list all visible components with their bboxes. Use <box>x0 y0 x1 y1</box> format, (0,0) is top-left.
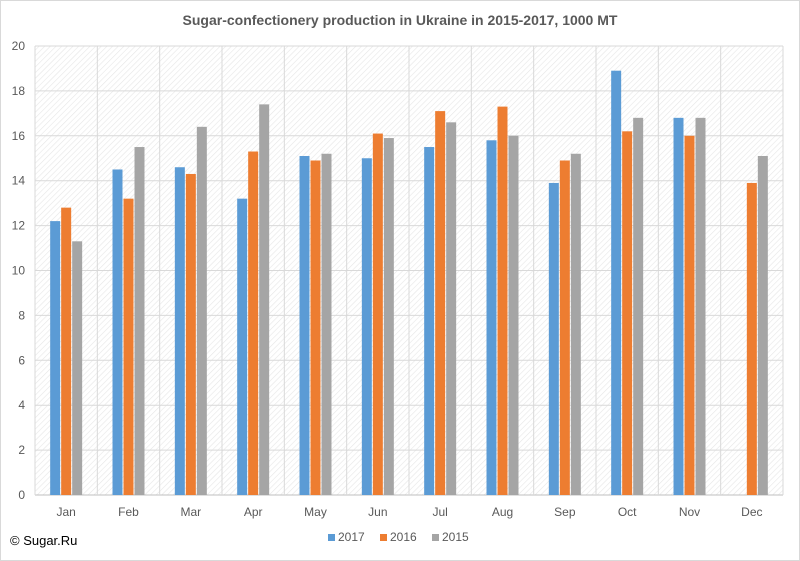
bar-2015-dec <box>757 156 768 495</box>
legend-label: 2017 <box>338 530 365 544</box>
bar-2016-dec <box>746 182 757 495</box>
y-tick-label: 6 <box>18 353 25 367</box>
legend-label: 2015 <box>442 530 469 544</box>
tick-labels: 0 2 4 6 8 10 12 14 16 18 20 Jan Feb Mar Apr May Jun Jul Au… <box>12 39 763 519</box>
legend-label: 2016 <box>390 530 417 544</box>
legend-swatch <box>432 534 439 541</box>
bar-2015-jul <box>446 122 457 495</box>
bar-2017-mar <box>174 167 185 496</box>
bar-2015-apr <box>259 104 270 496</box>
x-tick-label: Apr <box>244 505 263 519</box>
x-tick-label: Feb <box>118 505 139 519</box>
bar-2017-feb <box>112 169 123 495</box>
x-tick-label: Jul <box>432 505 447 519</box>
x-tick-label: May <box>304 505 327 519</box>
bar-2015-jan <box>72 241 83 495</box>
bar-2015-aug <box>508 135 519 496</box>
bar-2016-mar <box>185 173 196 495</box>
bar-2015-sep <box>570 153 581 495</box>
bar-2015-mar <box>196 126 207 495</box>
x-tick-label: Mar <box>180 505 201 519</box>
y-tick-label: 2 <box>18 443 25 457</box>
bar-2016-sep <box>559 160 570 495</box>
copyright-text: © Sugar.Ru <box>10 533 78 548</box>
bar-2016-apr <box>248 151 259 495</box>
y-tick-label: 8 <box>18 308 25 322</box>
legend: 2017 2016 2015 <box>328 530 469 544</box>
bar-2017-apr <box>237 198 248 495</box>
bar-2015-may <box>321 153 332 495</box>
bar-2015-oct <box>633 117 644 495</box>
y-tick-label: 10 <box>12 264 26 278</box>
bars <box>50 70 768 496</box>
bar-2015-jun <box>383 138 394 496</box>
bar-2017-sep <box>548 182 559 495</box>
bar-2015-feb <box>134 147 145 495</box>
bar-2017-oct <box>611 70 622 495</box>
x-tick-label: Dec <box>741 505 762 519</box>
bar-2017-jan <box>50 221 61 496</box>
y-tick-label: 0 <box>18 488 25 502</box>
bar-2016-jul <box>435 111 446 495</box>
x-tick-label: Jan <box>56 505 75 519</box>
gridlines <box>34 45 784 496</box>
x-tick-label: Aug <box>492 505 513 519</box>
legend-swatch <box>380 534 387 541</box>
y-tick-label: 18 <box>12 84 26 98</box>
y-tick-label: 20 <box>12 39 26 53</box>
y-tick-label: 4 <box>18 398 25 412</box>
bar-2017-aug <box>486 140 497 496</box>
x-tick-label: Nov <box>679 505 700 519</box>
bar-2015-nov <box>695 117 706 495</box>
bar-2017-jun <box>361 158 372 495</box>
bar-2016-nov <box>684 135 695 496</box>
y-tick-label: 14 <box>12 174 26 188</box>
bar-2016-jun <box>372 133 383 495</box>
bar-2017-jul <box>424 147 435 495</box>
chart-title: Sugar-confectionery production in Ukrain… <box>182 12 618 28</box>
bar-2017-nov <box>673 117 684 495</box>
x-tick-label: Sep <box>554 505 576 519</box>
bar-2016-aug <box>497 106 508 496</box>
bar-2016-may <box>310 160 321 495</box>
x-tick-label: Oct <box>618 505 637 519</box>
y-tick-label: 16 <box>12 129 26 143</box>
y-tick-label: 12 <box>12 219 26 233</box>
bar-2016-jan <box>61 207 72 495</box>
x-tick-label: Jun <box>368 505 387 519</box>
legend-swatch <box>328 534 335 541</box>
bar-2016-feb <box>123 198 134 495</box>
bar-2017-may <box>299 156 310 495</box>
bar-2016-oct <box>622 131 633 495</box>
